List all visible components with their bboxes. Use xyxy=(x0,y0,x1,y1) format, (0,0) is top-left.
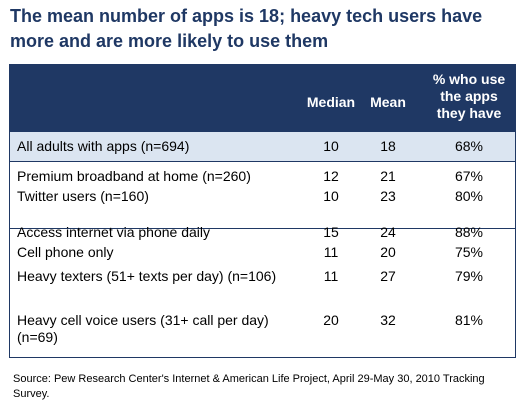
cell-mean: 18 xyxy=(380,138,396,154)
row-label: Heavy cell voice users (31+ call per day… xyxy=(17,312,269,345)
cell-mean: 20 xyxy=(380,244,396,260)
row-label: Cell phone only xyxy=(17,244,114,260)
row-label: Premium broadband at home (n=260) xyxy=(17,168,251,184)
row-label: Access internet via phone daily xyxy=(17,224,210,240)
cell-median: 12 xyxy=(323,168,339,184)
table-header: Median Mean % who use the apps they have xyxy=(10,65,515,131)
data-table: Median Mean % who use the apps they have… xyxy=(9,64,516,358)
group-separator xyxy=(10,228,515,229)
cell-mean: 21 xyxy=(380,168,396,184)
cell-pct: 68% xyxy=(454,138,484,154)
cell-mean: 27 xyxy=(380,268,396,284)
cell-pct: 80% xyxy=(454,188,484,204)
source-note: Source: Pew Research Center's Internet &… xyxy=(13,373,485,400)
column-header-mean: Mean xyxy=(370,94,406,110)
cell-pct: 67% xyxy=(454,168,484,184)
chart-title: The mean number of apps is 18; heavy tec… xyxy=(10,6,483,51)
column-header-pct: % who use the apps they have xyxy=(432,71,506,121)
cell-mean: 23 xyxy=(380,188,396,204)
cell-median: 11 xyxy=(323,244,339,260)
row-label: Twitter users (n=160) xyxy=(17,188,149,204)
cell-median: 10 xyxy=(323,188,339,204)
column-header-median: Median xyxy=(306,94,356,110)
cell-pct: 81% xyxy=(454,312,484,328)
cell-pct: 88% xyxy=(454,224,484,240)
cell-median: 20 xyxy=(323,312,339,328)
cell-mean: 24 xyxy=(380,224,396,240)
cell-pct: 79% xyxy=(454,268,484,284)
row-label: Heavy texters (51+ texts per day) (n=106… xyxy=(17,268,277,284)
cell-median: 11 xyxy=(323,268,339,284)
highlight-band xyxy=(10,131,515,162)
cell-mean: 32 xyxy=(380,312,396,328)
cell-median: 10 xyxy=(323,138,339,154)
cell-median: 15 xyxy=(323,224,339,240)
cell-pct: 75% xyxy=(454,244,484,260)
row-label: All adults with apps (n=694) xyxy=(17,138,190,154)
